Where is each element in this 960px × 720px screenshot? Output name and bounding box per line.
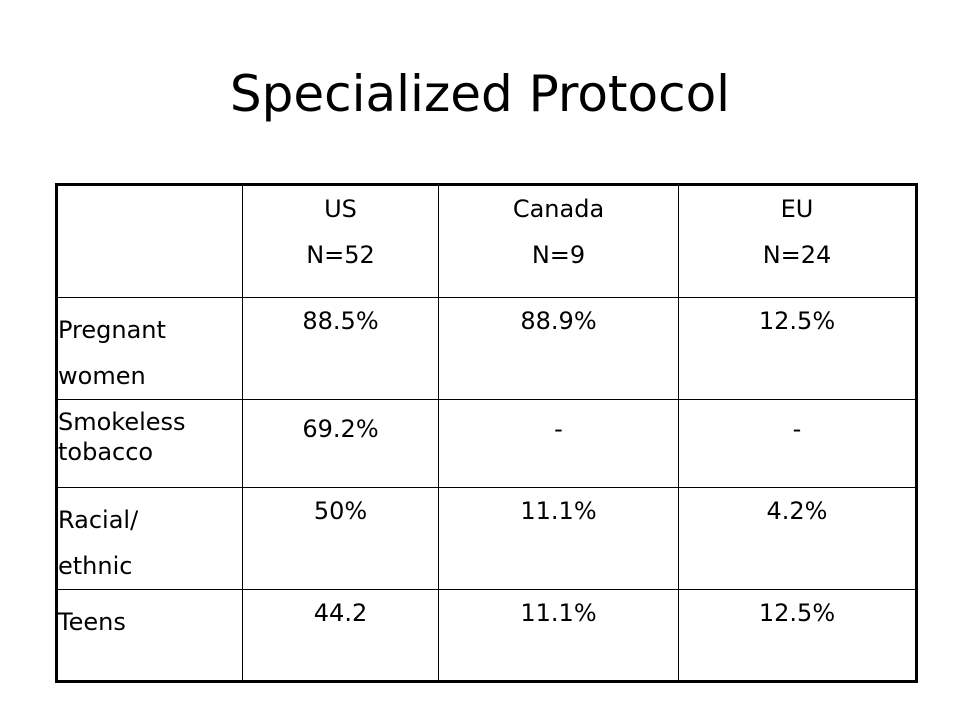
- row-label-line: Teens: [58, 608, 126, 636]
- row-label-line: women: [58, 362, 146, 390]
- cell-value: 88.9%: [438, 297, 679, 400]
- column-name: US: [324, 195, 357, 223]
- row-label-line: Smokeless: [58, 408, 186, 436]
- cell-value: 4.2%: [678, 487, 918, 590]
- table-header-row: US N=52 Canada N=9 EU N=24: [55, 183, 918, 298]
- cell-value: 12.5%: [678, 589, 918, 683]
- row-label-line: Pregnant: [58, 316, 166, 344]
- table-row: Racial/ ethnic 50% 11.1% 4.2%: [55, 487, 918, 590]
- cell-value: -: [438, 399, 679, 488]
- column-header-eu: EU N=24: [678, 183, 918, 298]
- table-row: Pregnant women 88.5% 88.9% 12.5%: [55, 297, 918, 400]
- cell-value: 88.5%: [242, 297, 439, 400]
- column-sample-size: N=9: [531, 241, 586, 269]
- slide-title: Specialized Protocol: [229, 65, 731, 123]
- row-label-line: Racial/: [58, 506, 139, 534]
- cell-value: 11.1%: [438, 487, 679, 590]
- row-label-line: ethnic: [58, 552, 133, 580]
- table-row: Smokeless tobacco 69.2% - -: [55, 399, 918, 488]
- row-label-smokeless-tobacco: Smokeless tobacco: [55, 399, 243, 488]
- cell-value: 44.2: [242, 589, 439, 683]
- column-sample-size: N=24: [762, 241, 832, 269]
- column-header-us: US N=52: [242, 183, 439, 298]
- corner-cell: [55, 183, 243, 298]
- protocol-table: US N=52 Canada N=9 EU N=24 Pregnant wome…: [55, 183, 918, 683]
- row-label-line: tobacco: [58, 438, 154, 466]
- row-label-pregnant-women: Pregnant women: [55, 297, 243, 400]
- cell-value: 11.1%: [438, 589, 679, 683]
- row-label-teens: Teens: [55, 589, 243, 683]
- cell-value: -: [678, 399, 918, 488]
- row-label-racial-ethnic: Racial/ ethnic: [55, 487, 243, 590]
- column-name: EU: [780, 195, 814, 223]
- table-row: Teens 44.2 11.1% 12.5%: [55, 589, 918, 683]
- column-header-canada: Canada N=9: [438, 183, 679, 298]
- cell-value: 69.2%: [242, 399, 439, 488]
- cell-value: 50%: [242, 487, 439, 590]
- cell-value: 12.5%: [678, 297, 918, 400]
- column-name: Canada: [512, 195, 605, 223]
- column-sample-size: N=52: [306, 241, 375, 269]
